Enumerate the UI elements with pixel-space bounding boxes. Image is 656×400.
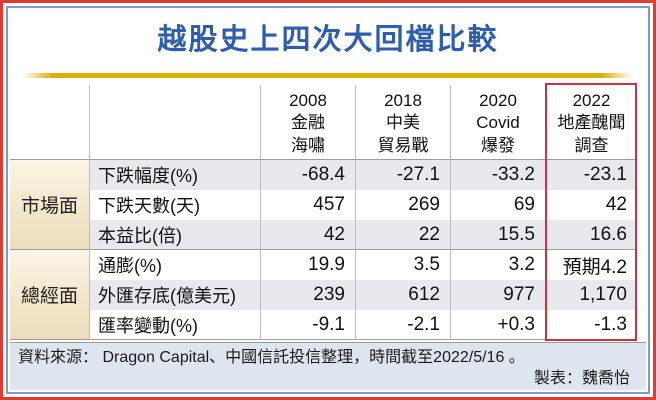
data-source-note: 資料來源： Dragon Capital、中國信託投信整理，時間截至2022/5… [18, 349, 525, 366]
page-title: 越股史上四次大回檔比較 [157, 24, 499, 56]
value-cell: 69 [450, 190, 545, 220]
row-label: 本益比(倍) [89, 220, 260, 250]
value-cell: -68.4 [260, 160, 355, 190]
column-header-line: 爆發 [481, 135, 515, 155]
value-cell: -2.1 [355, 310, 450, 340]
column-header-2018: 2018 中美 貿易戰 [355, 85, 450, 160]
infographic-canvas: 越股史上四次大回檔比較 2008 金融 海嘯 2018 中美 貿易戰 2020 … [8, 8, 648, 392]
value-cell: 42 [545, 190, 637, 220]
column-header-line: 中美 [386, 113, 420, 133]
value-cell: 19.9 [260, 250, 355, 280]
value-cell: 3.2 [450, 250, 545, 280]
value-cell: 42 [260, 220, 355, 250]
value-cell: 977 [450, 280, 545, 310]
value-cell: 239 [260, 280, 355, 310]
value-cell: -9.1 [260, 310, 355, 340]
value-cell: 15.5 [450, 220, 545, 250]
table-credit: 製表：魏喬怡 [533, 370, 630, 387]
column-header-2022-highlighted: 2022 地產醜聞 調查 [545, 85, 637, 160]
footer: 資料來源： Dragon Capital、中國信託投信整理，時間截至2022/5… [10, 342, 646, 390]
column-header-line: 2008 [289, 91, 327, 110]
column-header-line: 貿易戰 [377, 135, 429, 155]
value-cell: 預期4.2 [545, 250, 637, 280]
value-cell: 3.5 [355, 250, 450, 280]
row-label: 下跌幅度(%) [89, 160, 260, 190]
column-header-2008: 2008 金融 海嘯 [260, 85, 355, 160]
value-cell: 457 [260, 190, 355, 220]
comparison-table: 2008 金融 海嘯 2018 中美 貿易戰 2020 Covid 爆發 202… [10, 85, 637, 340]
column-header-line: 海嘯 [291, 135, 325, 155]
column-header-line: Covid [476, 113, 520, 133]
value-cell: 269 [355, 190, 450, 220]
value-cell: -23.1 [545, 160, 637, 190]
value-cell: -33.2 [450, 160, 545, 190]
value-cell: +0.3 [450, 310, 545, 340]
title-underline [22, 73, 632, 78]
row-label: 通膨(%) [89, 250, 260, 280]
row-label: 外匯存底(億美元) [89, 280, 260, 310]
value-cell: 1,170 [545, 280, 637, 310]
column-header-line: 地產醜聞 [557, 113, 626, 133]
value-cell: 612 [355, 280, 450, 310]
header-empty-group [10, 85, 89, 160]
row-label: 下跌天數(天) [89, 190, 260, 220]
column-header-line: 金融 [291, 113, 325, 133]
value-cell: 22 [355, 220, 450, 250]
value-cell: 16.6 [545, 220, 637, 250]
value-cell: -27.1 [355, 160, 450, 190]
group-label-market: 市場面 [10, 160, 89, 250]
column-header-line: 2020 [479, 91, 517, 110]
group-label-macro: 總經面 [10, 250, 89, 340]
value-cell: -1.3 [545, 310, 637, 340]
column-header-line: 2022 [572, 91, 611, 110]
column-header-line: 2018 [384, 91, 422, 110]
header-empty-label [89, 85, 260, 160]
column-header-line: 調查 [574, 135, 609, 155]
row-label: 匯率變動(%) [89, 310, 260, 340]
column-header-2020: 2020 Covid 爆發 [450, 85, 545, 160]
